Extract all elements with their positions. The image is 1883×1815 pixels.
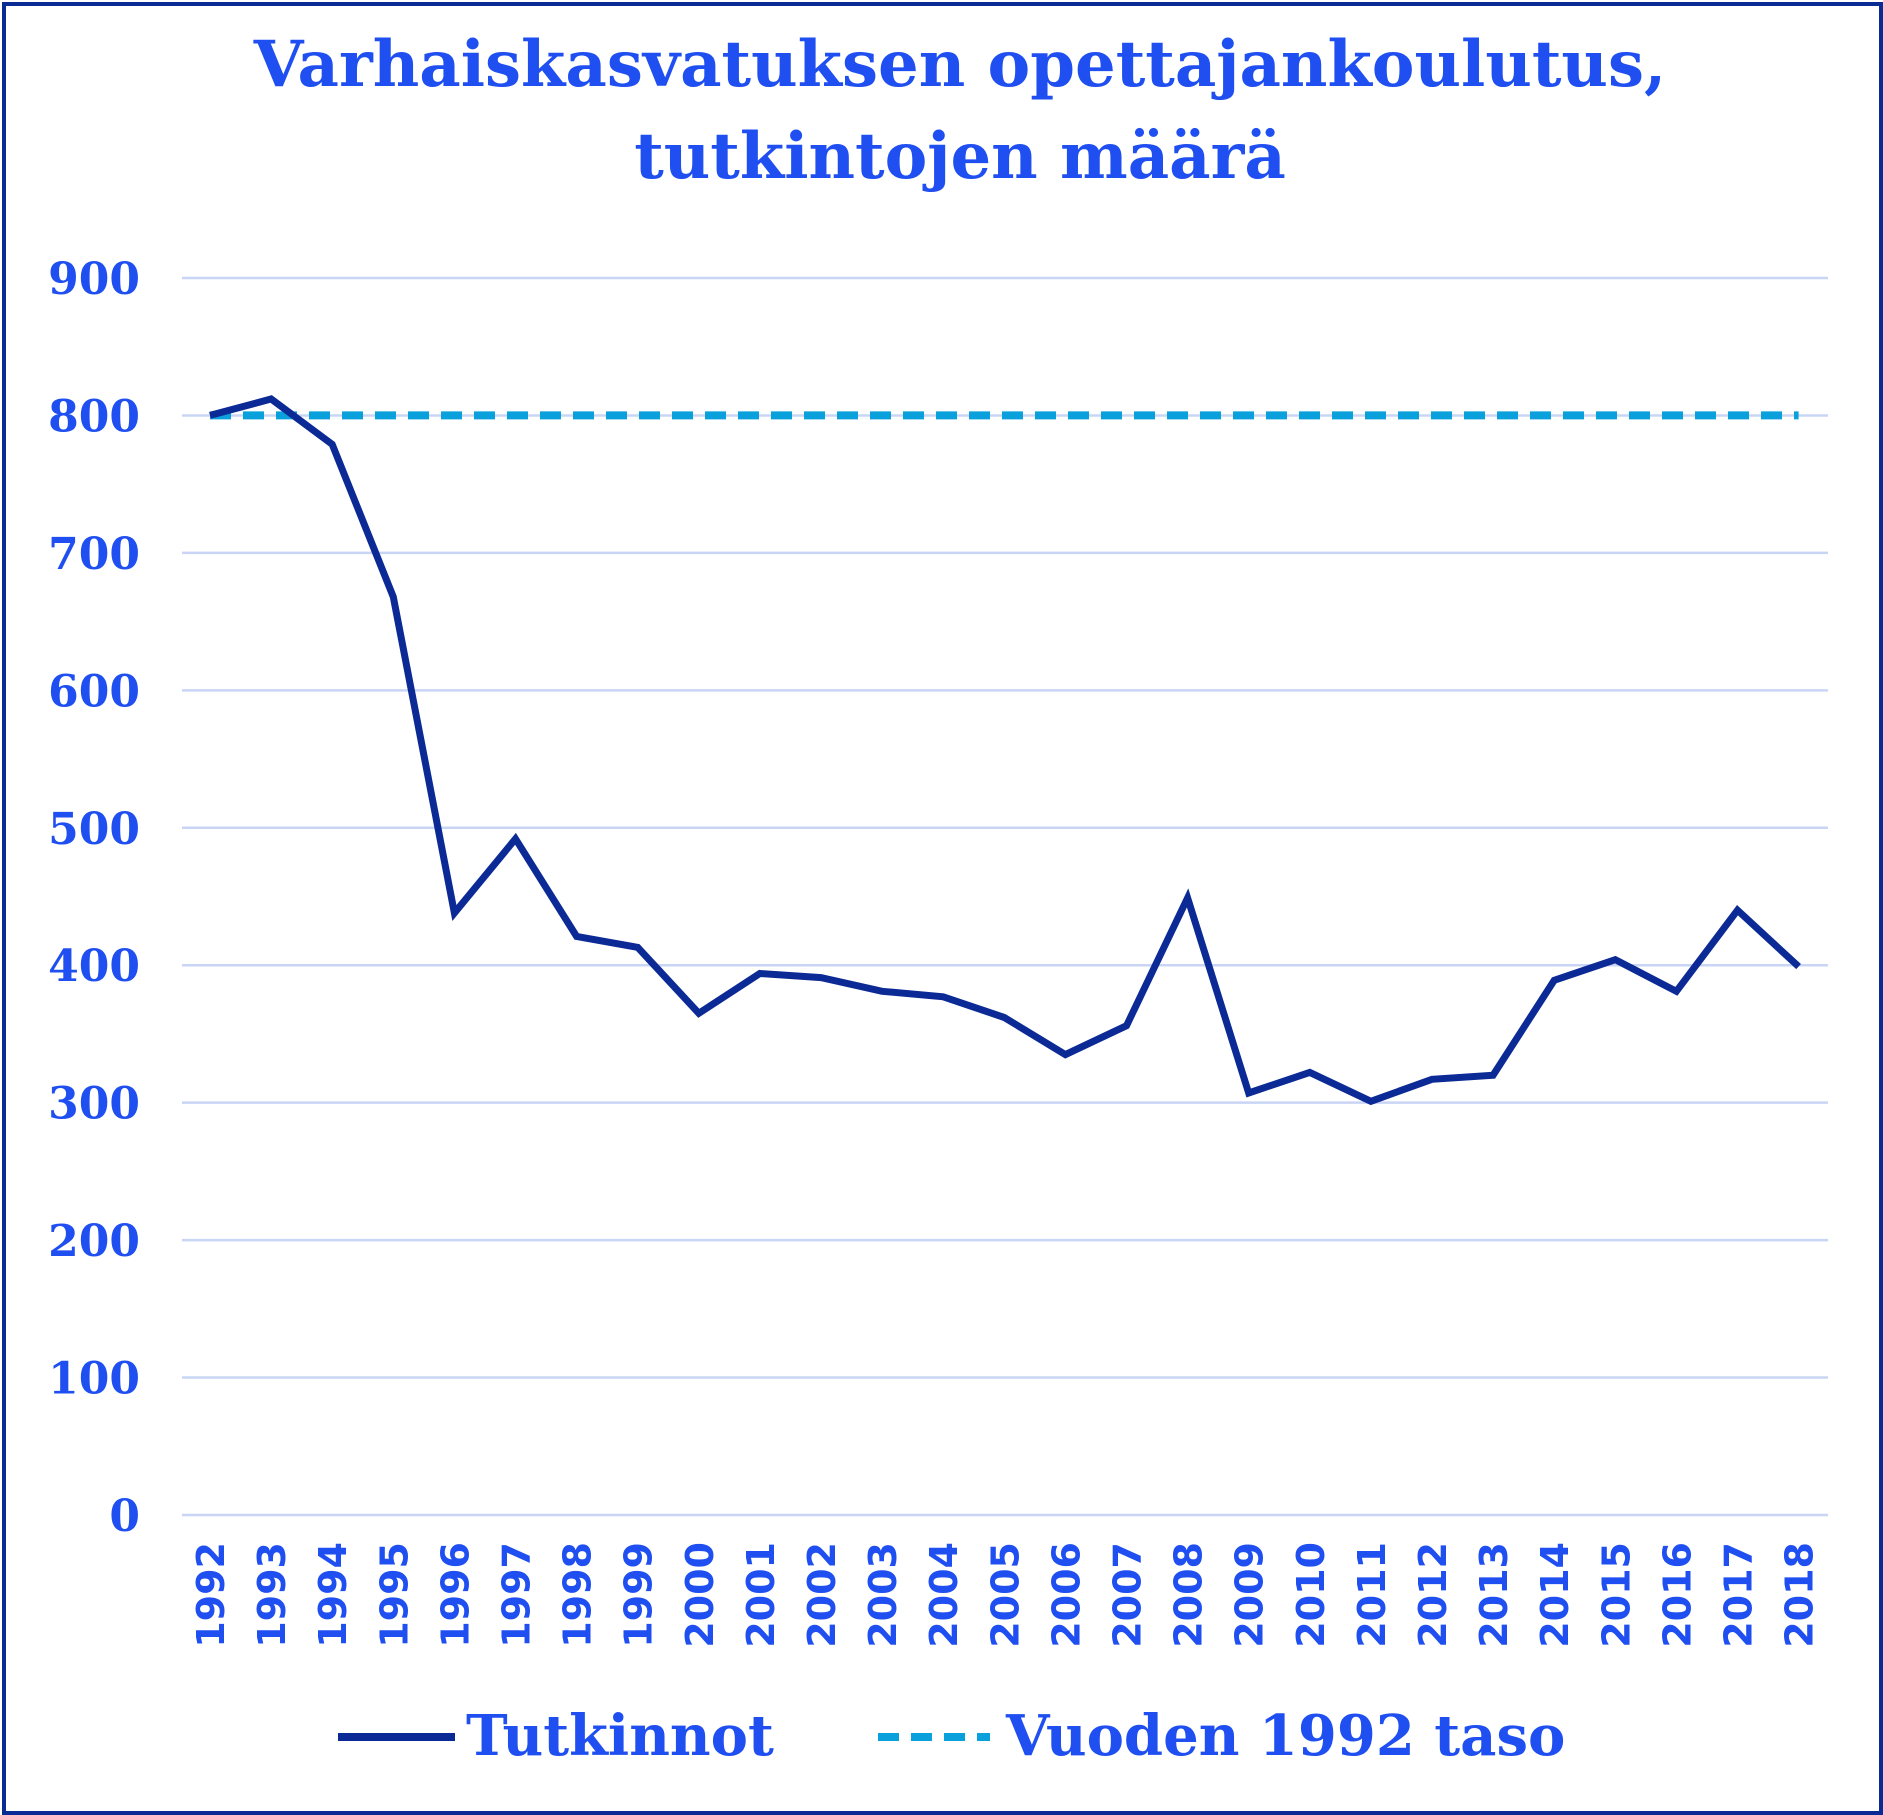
y-tick-label: 800 — [48, 391, 140, 442]
x-tick-label: 2005 — [983, 1542, 1027, 1648]
y-tick-label: 500 — [48, 804, 140, 855]
x-tick-label: 2004 — [922, 1542, 966, 1648]
y-tick-label: 200 — [48, 1216, 140, 1267]
legend-label-vuoden-1992-taso: Vuoden 1992 taso — [1005, 1703, 1565, 1769]
x-tick-label: 2008 — [1167, 1542, 1211, 1648]
x-tick-label: 2017 — [1717, 1542, 1761, 1648]
y-tick-label: 900 — [48, 254, 140, 305]
x-tick-label: 1992 — [189, 1542, 233, 1648]
x-tick-label: 2000 — [678, 1542, 722, 1648]
series-layer — [209, 395, 1801, 1106]
y-tick-label: 600 — [48, 666, 140, 717]
x-tick-label: 2018 — [1778, 1542, 1822, 1648]
x-tick-label: 2002 — [800, 1542, 844, 1648]
x-tick-label: 2016 — [1655, 1542, 1699, 1648]
legend-label-tutkinnot: Tutkinnot — [466, 1703, 774, 1769]
gridlines — [182, 276, 1828, 1517]
x-tick-label: 1994 — [311, 1542, 355, 1648]
x-tick-label: 1997 — [495, 1542, 539, 1648]
legend: Tutkinnot Vuoden 1992 taso — [338, 1703, 1565, 1769]
x-tick-label: 2012 — [1411, 1542, 1455, 1648]
y-tick-label: 300 — [48, 1079, 140, 1130]
y-tick-label: 400 — [48, 941, 140, 992]
x-tick-label: 2011 — [1350, 1542, 1394, 1648]
x-tick-label: 2013 — [1472, 1542, 1516, 1648]
series-line-tutkinnot — [209, 395, 1801, 1106]
x-tick-label: 1993 — [250, 1542, 294, 1648]
x-tick-label: 1996 — [433, 1542, 477, 1648]
chart-title: Varhaiskasvatuksen opettajankoulutus, tu… — [253, 27, 1667, 194]
x-tick-label: 2010 — [1289, 1542, 1333, 1648]
x-tick-label: 2009 — [1228, 1542, 1272, 1648]
y-tick-label: 700 — [48, 529, 140, 580]
x-tick-label: 1998 — [556, 1542, 600, 1648]
x-tick-label: 2001 — [739, 1542, 783, 1648]
x-axis: 1992 1993 1994 1995 1996 1997 1998 1999 2000 2001… — [189, 1542, 1822, 1648]
x-tick-label: 2015 — [1594, 1542, 1638, 1648]
x-tick-label: 2003 — [861, 1542, 905, 1648]
x-tick-label: 1999 — [617, 1542, 661, 1648]
chart-title-line-2: tutkintojen määrä — [634, 119, 1286, 194]
y-tick-label: 100 — [48, 1354, 140, 1405]
x-tick-label: 2014 — [1533, 1542, 1577, 1648]
y-axis: 0 100 200 300 400 500 600 700 800 900 — [48, 254, 140, 1542]
y-tick-label: 0 — [109, 1491, 140, 1542]
x-tick-label: 2007 — [1106, 1542, 1150, 1648]
x-tick-label: 1995 — [372, 1542, 416, 1648]
x-tick-label: 2006 — [1044, 1542, 1088, 1648]
chart-title-line-1: Varhaiskasvatuksen opettajankoulutus, — [253, 27, 1667, 102]
